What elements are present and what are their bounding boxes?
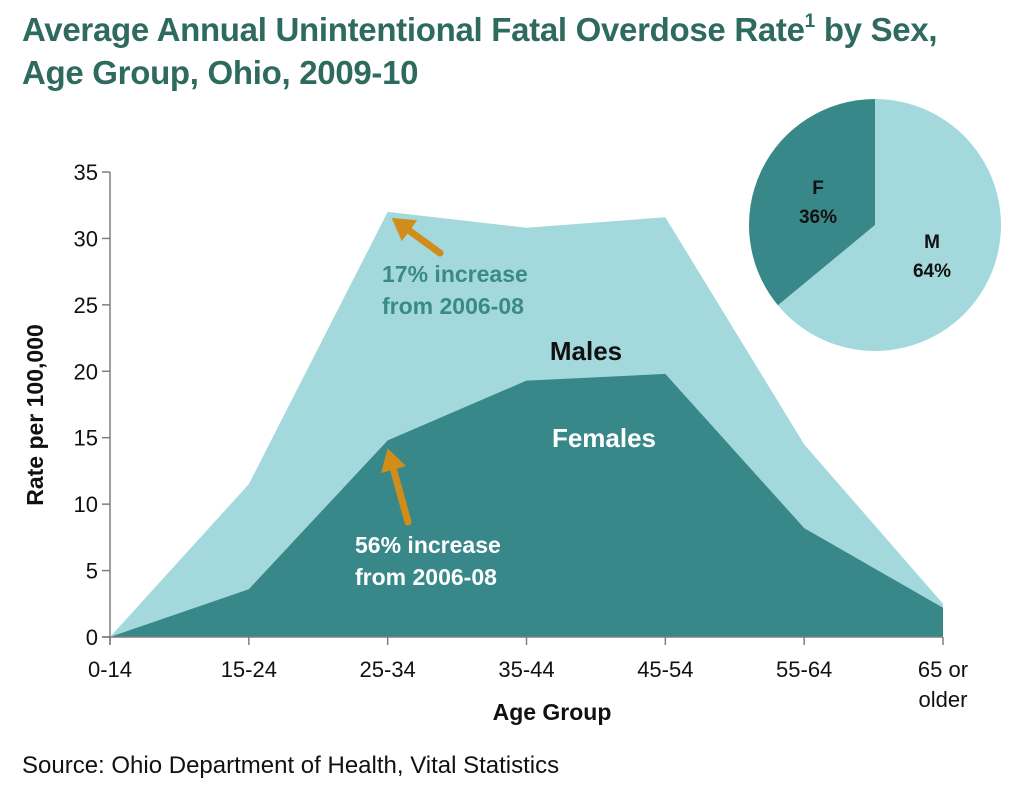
y-tick-label-10: 10 xyxy=(74,492,98,517)
x-tick-label-65-or-older: 65 or older xyxy=(918,657,968,712)
pie-value-label-f: 36% xyxy=(799,207,837,228)
y-tick-label-20: 20 xyxy=(74,359,98,384)
x-tick-label-25-34: 25-34 xyxy=(360,657,416,682)
y-tick-label-15: 15 xyxy=(74,426,98,451)
pie-slice-f xyxy=(748,98,875,306)
annotation-text-1: 17% increase from 2006-08 xyxy=(382,261,528,319)
title-footnote-marker: 1 xyxy=(804,11,816,32)
x-tick-label-0-14: 0-14 xyxy=(88,657,132,682)
axes-group: 0 5 10 15 20 25 30 35 0-14 15-24 25-34 35-44 45-54 55… xyxy=(22,160,968,725)
x-axis-title: Age Group xyxy=(493,699,612,725)
area-females xyxy=(110,373,943,637)
x-tick-label-35-44: 35-44 xyxy=(498,657,554,682)
pie-label-f: F xyxy=(812,178,824,199)
y-axis-title: Rate per 100,000 xyxy=(22,324,48,506)
overdose-chart: 0 5 10 15 20 25 30 35 0-14 15-24 25-34 35-44 45-54 55… xyxy=(22,98,1001,725)
y-tick-label-25: 25 xyxy=(74,293,98,318)
annotation-text-2: 56% increase from 2006-08 xyxy=(355,532,501,590)
title-main: Average Annual Unintentional Fatal Overd… xyxy=(22,11,805,48)
y-tick-label-35: 35 xyxy=(74,160,98,185)
annotation-arrow-shaft-2 xyxy=(390,466,412,526)
pie-chart: M 64% F 36% xyxy=(748,98,1001,351)
annotation-arrow-head-2 xyxy=(380,448,407,474)
x-tick-label-15-24: 15-24 xyxy=(221,657,277,682)
annotation-arrow-shaft-1 xyxy=(405,227,444,257)
pie-label-m: M xyxy=(924,232,940,253)
y-tick-label-30: 30 xyxy=(74,226,98,251)
annotations-group: 17% increase from 2006-08 56% increase from… xyxy=(355,217,528,590)
y-tick-label-0: 0 xyxy=(86,625,98,650)
pie-slice-m xyxy=(777,99,1001,351)
labels-group: Males Females xyxy=(550,336,656,453)
annotation-arrow-head-1 xyxy=(391,217,418,242)
pie-value-label-m: 64% xyxy=(913,261,951,282)
x-tick-label-55-64: 55-64 xyxy=(776,657,832,682)
series-label-males: Males xyxy=(550,336,622,366)
title-tail: by Sex, xyxy=(814,11,938,48)
x-tick-label-45-54: 45-54 xyxy=(637,657,693,682)
series-label-females: Females xyxy=(552,423,656,453)
source-note: Source: Ohio Department of Health, Vital… xyxy=(22,752,560,779)
y-tick-label-5: 5 xyxy=(86,559,98,584)
chart-title: Average Annual Unintentional Fatal Overd… xyxy=(22,8,1002,94)
area-series-group xyxy=(110,211,943,637)
title-line2: Age Group, Ohio, 2009-10 xyxy=(22,54,419,91)
